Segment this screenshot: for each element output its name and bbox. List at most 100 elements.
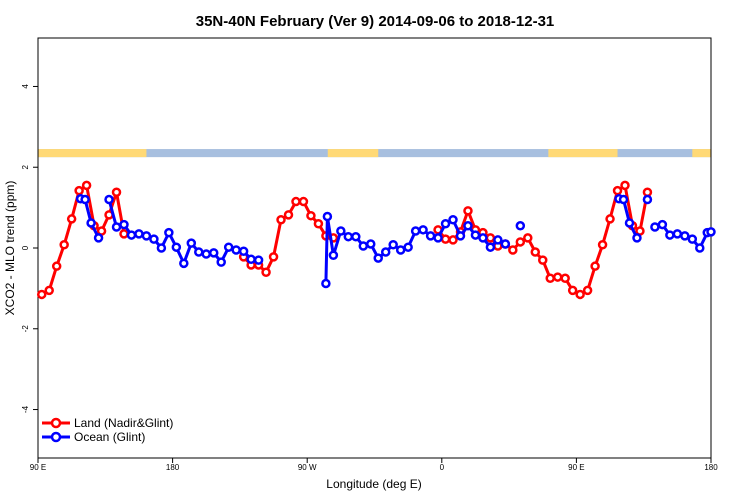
data-point-ocean	[179, 258, 189, 269]
legend: Land (Nadir&Glint) Ocean (Glint)	[42, 416, 173, 444]
data-point-land	[605, 214, 615, 224]
data-point-land	[545, 273, 555, 284]
data-point-land	[283, 210, 294, 220]
data-point-ocean	[665, 230, 675, 240]
data-point-ocean	[485, 242, 496, 252]
x-axis-label: Longitude (deg E)	[326, 477, 421, 491]
data-point-land	[59, 240, 69, 250]
data-point-ocean	[388, 240, 398, 250]
data-point-land	[51, 261, 62, 271]
data-point-ocean	[111, 222, 122, 232]
data-point-land	[515, 237, 526, 247]
data-point-ocean	[343, 231, 354, 242]
data-point-ocean	[695, 243, 705, 253]
data-point-ocean	[321, 278, 331, 289]
data-point-land	[620, 180, 630, 191]
y-axis-label: XCO2 - MLO trend (ppm)	[3, 181, 17, 316]
data-point-land	[508, 245, 518, 255]
data-point-ocean	[216, 257, 226, 267]
strip-land	[327, 149, 379, 158]
data-point-land	[291, 196, 301, 207]
data-point-land	[119, 229, 129, 239]
data-point-land	[582, 285, 593, 296]
y-axis: -4 -2 0 2 4	[21, 84, 38, 413]
data-point-ocean	[478, 233, 488, 243]
series-ocean	[75, 193, 653, 289]
data-point-land	[74, 185, 84, 196]
data-point-land	[590, 261, 600, 271]
legend-marker-land	[50, 417, 62, 429]
data-point-ocean	[455, 231, 466, 241]
legend-item-ocean: Ocean (Glint)	[42, 430, 145, 444]
data-point-land	[575, 289, 585, 300]
y-tick-label: 0	[21, 245, 30, 250]
data-point-ocean	[93, 233, 104, 243]
data-point-ocean	[194, 247, 204, 257]
data-point-ocean	[440, 219, 451, 229]
data-point-ocean	[403, 242, 413, 252]
x-tick-label: 90 E	[568, 463, 584, 472]
data-point-ocean	[223, 242, 234, 252]
data-point-land	[567, 285, 578, 296]
legend-marker-ocean	[50, 431, 62, 443]
x-tick-label: 180	[704, 463, 718, 472]
data-point-ocean	[246, 254, 256, 265]
data-point-land	[66, 214, 77, 224]
data-point-ocean	[149, 234, 159, 244]
data-point-ocean	[104, 194, 114, 205]
data-point-ocean	[134, 229, 144, 239]
y-tick-label: -2	[21, 325, 30, 333]
chart-title: 35N-40N February (Ver 9) 2014-09-06 to 2…	[196, 13, 555, 30]
data-point-ocean	[141, 231, 152, 241]
data-point-land	[523, 233, 533, 243]
data-point-ocean	[470, 230, 481, 240]
data-point-ocean	[164, 227, 174, 238]
data-point-land	[448, 235, 458, 245]
data-point-ocean	[657, 219, 668, 230]
data-point-ocean	[463, 221, 473, 231]
data-point-ocean	[632, 233, 642, 243]
data-point-ocean	[336, 226, 346, 236]
x-tick-label: 180	[166, 463, 180, 472]
data-point-land	[81, 180, 92, 191]
data-point-ocean	[253, 255, 264, 265]
data-point-ocean	[80, 194, 90, 205]
data-point-ocean	[366, 239, 376, 249]
data-point-ocean	[171, 242, 182, 252]
data-point-land	[485, 233, 496, 243]
data-point-land	[552, 272, 563, 282]
data-point-ocean	[358, 241, 369, 251]
data-point-ocean	[186, 238, 197, 248]
y-tick-label: 4	[21, 84, 30, 89]
x-tick-label: 0	[440, 463, 445, 472]
data-point-land	[560, 273, 570, 284]
data-point-ocean	[156, 243, 167, 253]
data-point-land	[44, 285, 54, 296]
data-point-ocean	[425, 231, 436, 241]
data-point-land	[538, 255, 548, 265]
legend-label-ocean: Ocean (Glint)	[74, 430, 145, 444]
data-point-ocean	[650, 222, 660, 232]
data-point-land	[612, 185, 623, 196]
data-point-ocean	[448, 214, 458, 225]
data-point-land	[268, 252, 279, 262]
x-tick-label: 90 W	[298, 463, 317, 472]
data-point-ocean	[231, 245, 241, 255]
y-tick-label: -4	[21, 405, 30, 413]
data-point-land	[530, 247, 541, 257]
legend-item-land: Land (Nadir&Glint)	[42, 416, 173, 430]
data-point-ocean	[238, 246, 249, 256]
data-point-land	[36, 289, 47, 300]
data-point-ocean	[208, 248, 219, 258]
data-point-ocean	[433, 233, 443, 243]
data-point-ocean	[328, 250, 339, 261]
data-point-ocean	[624, 218, 635, 228]
data-point-ocean	[351, 231, 361, 242]
data-point-land	[276, 214, 286, 225]
data-point-ocean	[706, 227, 716, 237]
data-point-land	[313, 219, 324, 229]
data-point-land	[463, 206, 473, 216]
data-point-ocean	[86, 218, 96, 228]
data-point-ocean	[642, 194, 653, 205]
